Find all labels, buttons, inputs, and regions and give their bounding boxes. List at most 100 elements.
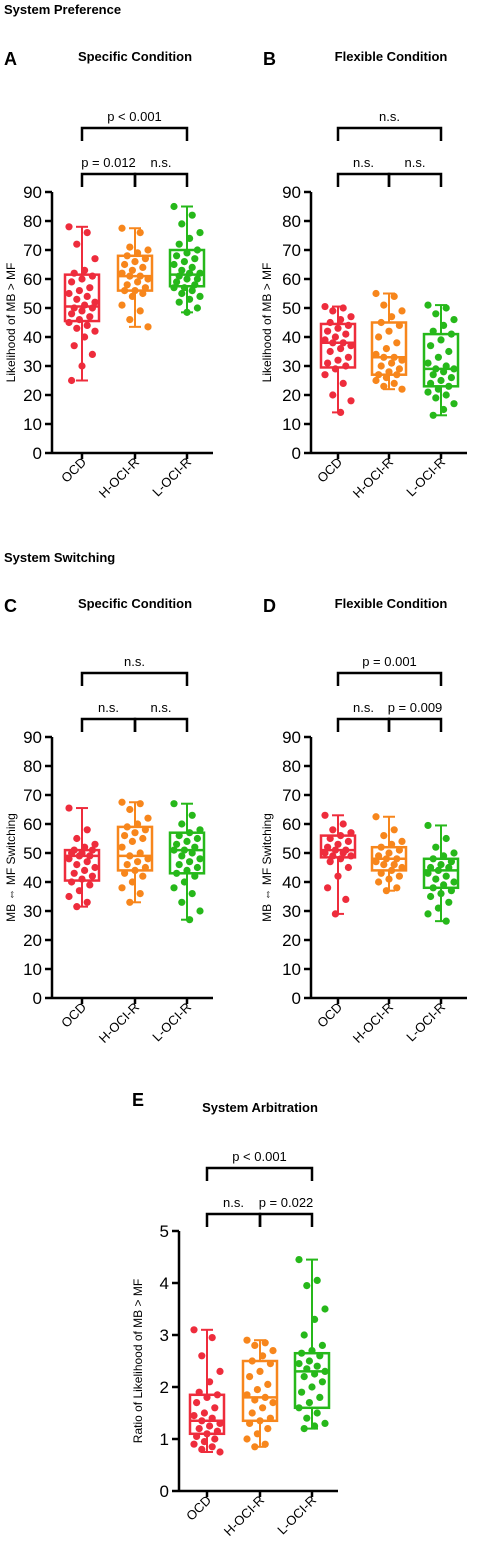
y-tick-label: 80	[23, 757, 42, 776]
data-point	[86, 852, 94, 860]
data-point	[380, 832, 388, 840]
data-point	[70, 269, 78, 277]
x-tick-label: OCD	[314, 455, 345, 486]
bracket-line	[80, 717, 137, 732]
data-point	[175, 298, 183, 306]
data-point	[73, 861, 81, 869]
data-point	[300, 1425, 308, 1433]
data-point	[329, 391, 337, 399]
data-point	[131, 287, 139, 295]
significance-label: n.s.	[405, 155, 426, 170]
data-point	[178, 220, 186, 228]
data-point	[136, 229, 144, 237]
bracket-line	[133, 717, 189, 732]
data-point	[326, 318, 334, 327]
data-point	[375, 878, 383, 886]
data-point	[78, 275, 86, 283]
data-point	[313, 1409, 321, 1417]
significance-bracket: p < 0.001	[205, 1149, 314, 1181]
data-point	[313, 1362, 321, 1370]
y-tick-label: 10	[23, 415, 42, 434]
data-point	[450, 400, 458, 408]
data-point	[308, 1383, 316, 1391]
significance-bracket: n.s.	[205, 1195, 262, 1227]
x-tick-label: L-OCI-R	[149, 455, 194, 500]
data-point	[88, 272, 96, 280]
significance-bracket: p = 0.009	[388, 700, 442, 732]
data-point	[385, 368, 393, 376]
bracket-line	[336, 172, 391, 187]
data-point	[88, 872, 96, 880]
data-point	[68, 849, 76, 857]
data-point	[329, 339, 337, 347]
data-point	[303, 1365, 311, 1373]
bracket-line	[258, 1212, 314, 1227]
data-point	[442, 834, 450, 843]
panels: A Specific Condition0102030405060708090Li…	[4, 49, 467, 1539]
y-tick-label: 90	[23, 183, 42, 202]
series-l-oci-r	[168, 800, 206, 924]
data-point	[321, 336, 329, 344]
data-point	[380, 861, 388, 869]
data-point	[198, 1352, 206, 1360]
data-point	[450, 878, 458, 886]
data-point	[198, 1445, 206, 1453]
bracket-line	[336, 717, 391, 732]
data-point	[440, 368, 448, 376]
bracket-line	[336, 671, 443, 686]
x-tick-label: OCD	[183, 1493, 214, 1524]
data-point	[173, 869, 181, 877]
x-tick-label: L-OCI-R	[149, 1000, 194, 1045]
series-l-oci-r	[422, 821, 460, 925]
data-point	[388, 840, 396, 848]
data-point	[73, 903, 81, 911]
data-point	[121, 287, 129, 295]
significance-label: p = 0.012	[81, 155, 136, 170]
data-point	[447, 330, 455, 338]
data-point	[216, 1448, 224, 1456]
x-tick-label: L-OCI-R	[274, 1493, 319, 1538]
data-point	[329, 852, 337, 860]
series-ocd	[319, 302, 357, 416]
data-point	[326, 858, 334, 866]
data-point	[295, 1256, 303, 1264]
data-point	[190, 1412, 198, 1420]
data-point	[118, 884, 126, 892]
data-point	[144, 814, 152, 822]
y-tick-label: 0	[160, 1482, 169, 1501]
x-tick-label: L-OCI-R	[403, 455, 448, 500]
data-point	[308, 1347, 316, 1355]
data-point	[170, 284, 178, 292]
data-point	[380, 353, 388, 361]
data-point	[88, 846, 96, 854]
data-point	[136, 800, 144, 808]
y-tick-label: 2	[160, 1378, 169, 1397]
data-point	[75, 852, 83, 860]
data-point	[326, 347, 334, 356]
y-axis-label: MB ⇔ MF Switching	[4, 813, 18, 922]
data-point	[170, 260, 178, 269]
data-point	[398, 837, 406, 846]
data-point	[186, 829, 194, 837]
data-point	[321, 1305, 329, 1313]
data-point	[382, 855, 390, 863]
data-point	[321, 1419, 329, 1427]
data-point	[75, 316, 83, 324]
data-point	[246, 1419, 254, 1427]
data-point	[295, 1404, 303, 1412]
data-point	[188, 211, 196, 219]
data-point	[183, 837, 191, 846]
y-tick-label: 1	[160, 1430, 169, 1449]
data-point	[382, 887, 390, 895]
data-point	[83, 898, 91, 906]
data-point	[191, 255, 199, 263]
data-point	[337, 832, 345, 840]
bracket-line	[80, 126, 189, 141]
data-point	[208, 1443, 216, 1451]
y-tick-label: 40	[23, 873, 42, 892]
data-point	[193, 275, 201, 283]
data-point	[196, 229, 204, 237]
y-tick-label: 40	[282, 328, 301, 347]
data-point	[256, 1417, 264, 1425]
data-point	[203, 1393, 211, 1401]
